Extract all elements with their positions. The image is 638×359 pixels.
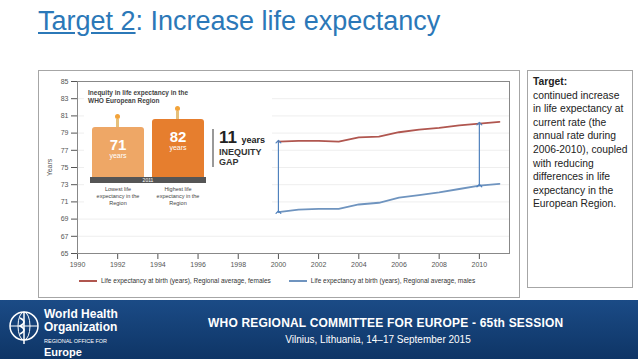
html-text:Life expectancy at birth (year: Life expectancy at birth (years), Region… [101,277,271,284]
svg-text:2010: 2010 [472,261,488,268]
svg-text:85: 85 [61,78,69,85]
svg-text:1994: 1994 [150,261,166,268]
svg-text:79: 79 [61,129,69,136]
svg-text:1998: 1998 [230,261,246,268]
svg-text:Years: Years [46,158,53,176]
html-text:Organization: Organization [44,320,118,334]
svg-text:81: 81 [61,112,69,119]
html-text:continued increase in life exp: continued increase in life expectancy at… [533,89,628,210]
html-text:Target:: Target: [533,76,568,87]
html-text:Target 2: Increase life expect: Target 2: Increase life expectancy [38,6,441,36]
svg-text:65: 65 [61,250,69,257]
svg-text:71: 71 [61,198,69,205]
html-text:years: years [169,144,187,151]
svg-text:2008: 2008 [431,261,447,268]
svg-text:2000: 2000 [271,261,287,268]
html-text:2011: 2011 [142,177,154,183]
html-text:Lowest life expectancy in the: Lowest life expectancy in the Region [96,186,140,206]
html-text:71: 71 [109,136,127,153]
html-text:INEQUITY: INEQUITY [219,147,262,157]
svg-text:75: 75 [61,164,69,171]
svg-text:1992: 1992 [110,261,126,268]
svg-text:1990: 1990 [70,261,86,268]
svg-text:69: 69 [61,215,69,222]
html-text:GAP: GAP [219,157,239,167]
html-text:World Health: World Health [44,307,118,321]
html-text:11 years: 11 years [219,128,265,147]
svg-text:77: 77 [61,147,69,154]
html-text:Europe: Europe [44,346,82,358]
svg-text:1996: 1996 [190,261,206,268]
html-text:Highest life expectancy in the: Highest life expectancy in the Region [156,186,200,206]
html-text:REGIONAL OFFICE FOR: REGIONAL OFFICE FOR [44,338,108,344]
html-text:WHO REGIONAL COMMITTEE FOR EUR: WHO REGIONAL COMMITTEE FOR EUROPE - 65th… [208,316,564,330]
html-text:years: years [109,152,127,159]
svg-text:73: 73 [61,181,69,188]
html-text:Life expectancy at birth (year: Life expectancy at birth (years), Region… [310,277,476,284]
svg-text:2006: 2006 [391,261,407,268]
html-text:Vilnius, Lithuania, 14–17 Sept: Vilnius, Lithuania, 14–17 September 2015 [285,334,471,345]
svg-text:83: 83 [61,95,69,102]
svg-text:2004: 2004 [351,261,367,268]
svg-text:2002: 2002 [311,261,327,268]
svg-text:67: 67 [61,233,69,240]
html-text:82: 82 [169,128,187,145]
html-text:Inequity in life expectancy in: Inequity in life expectancy in the WHO E… [88,89,189,104]
